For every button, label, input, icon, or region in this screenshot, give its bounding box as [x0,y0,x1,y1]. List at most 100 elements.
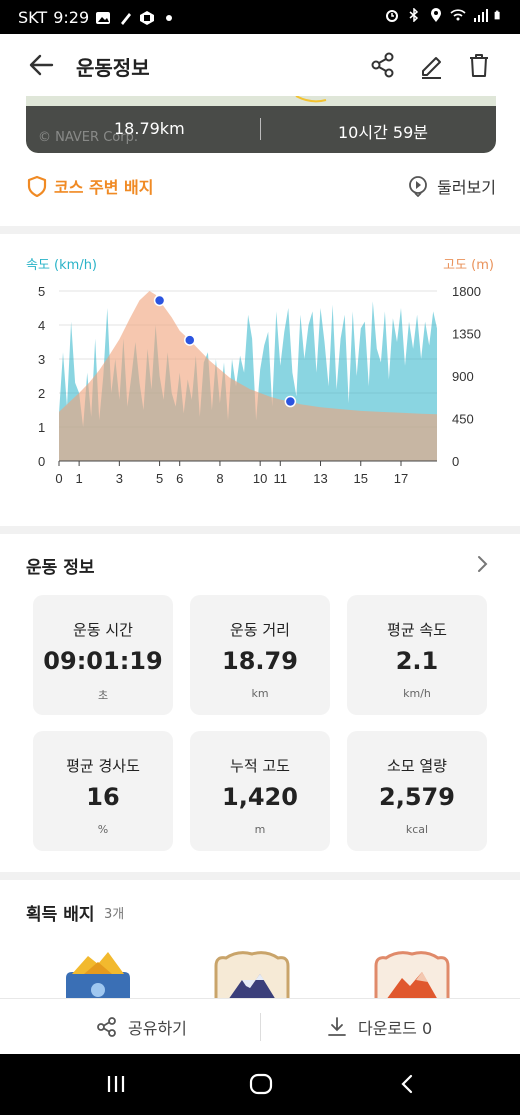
share-label: 공유하기 [128,1019,187,1038]
status-bar: SKT 9:29 [0,0,520,34]
stat-value: 16 [86,783,120,811]
altitude-tick-label: 900 [452,369,474,384]
tour-link[interactable]: 둘러보기 [407,174,496,198]
stat-unit: km [251,687,269,700]
map-credit: © NAVER Corp. [38,130,138,145]
section-separator [0,226,520,234]
stat-label: 누적 고도 [230,757,290,775]
stat-value: 1,420 [222,783,298,811]
edit-icon[interactable] [416,50,446,80]
badges-section-title: 획득 배지 [26,905,95,925]
bottom-action-bar: 공유하기 다운로드 0 [0,998,520,1054]
chevron-right-icon[interactable] [476,554,490,574]
route-summary-overlay: © NAVER Corp. 18.79km 10시간 59분 [26,106,496,153]
speed-altitude-chart: 속도 (km/h) 고도 (m) 5 4 3 2 1 0 1800 1350 900 450 0 0 1… [0,236,520,526]
download-label: 다운로드 0 [358,1019,433,1038]
x-tick-label: 5 [156,471,163,486]
download-icon [328,1017,346,1036]
stat-value: 2.1 [395,647,439,675]
battery-icon [494,10,500,20]
badge-item[interactable] [212,950,292,1000]
altitude-area [59,291,437,461]
stat-value: 09:01:19 [43,647,163,675]
bottom-divider [260,1013,261,1041]
location-icon [431,8,441,22]
altitude-tick-label: 0 [452,454,459,469]
app-bar: 운동정보 [0,34,520,96]
stat-label: 평균 경사도 [66,757,140,775]
speed-tick-label: 1 [38,420,45,435]
route-marker [284,395,297,408]
stat-label: 운동 시간 [73,621,133,639]
share-button[interactable]: 공유하기 [96,1015,187,1039]
badge-item[interactable] [372,950,452,1000]
clock-text: 9:29 [53,8,90,27]
x-tick-label: 15 [354,471,368,486]
workout-section-title: 운동 정보 [26,558,95,578]
share-icon[interactable] [368,50,398,80]
stat-card-avg-speed: 평균 속도 2.1 km/h [347,595,487,715]
stat-card-duration: 운동 시간 09:01:19 초 [33,595,173,715]
stat-unit: km/h [403,687,431,700]
back-arrow-icon[interactable] [26,52,56,78]
gallery-icon [96,11,111,24]
rocket-icon [121,12,132,25]
dot-icon [166,14,173,21]
x-tick-label: 13 [313,471,327,486]
stat-card-calories: 소모 열량 2,579 kcal [347,731,487,851]
stat-label: 평균 속도 [387,621,447,639]
speed-axis-label: 속도 (km/h) [26,258,98,273]
back-icon[interactable] [396,1072,420,1096]
stat-unit: m [254,823,266,836]
altitude-axis-label: 고도 (m) [443,258,494,273]
overlay-divider [260,118,261,140]
x-tick-label: 3 [116,471,123,486]
stat-unit: kcal [405,823,429,836]
course-badge-label: 코스 주변 배지 [54,178,154,197]
stat-label: 소모 열량 [387,757,447,775]
stat-value: 18.79 [222,647,298,675]
download-button[interactable]: 다운로드 0 [326,1015,432,1039]
speed-tick-label: 5 [38,284,45,299]
x-tick-label: 6 [176,471,183,486]
tour-label: 둘러보기 [437,178,496,197]
stat-card-distance: 운동 거리 18.79 km [190,595,330,715]
x-tick-label: 0 [55,471,62,486]
section-separator [0,872,520,880]
share-icon [97,1017,116,1037]
home-icon[interactable] [248,1072,274,1096]
speed-tick-label: 0 [38,454,45,469]
system-nav-bar [0,1054,520,1115]
badges-count: 3개 [104,907,125,922]
mountain-badge-icon [214,951,290,1000]
x-tick-label: 17 [394,471,408,486]
route-marker [184,334,196,346]
stat-unit: % [97,823,109,836]
mountain-badge-icon [374,951,450,1000]
stat-unit: 초 [97,689,109,702]
route-duration: 10시간 59분 [338,123,428,142]
badge-item[interactable] [58,950,138,1000]
trash-icon[interactable] [464,50,494,80]
page-title: 운동정보 [76,56,150,80]
map-pin-play-icon [409,176,428,197]
wifi-icon [450,9,466,21]
mountain-badge-icon [66,952,130,1000]
bluetooth-icon [409,8,419,22]
altitude-tick-label: 450 [452,412,474,427]
course-badge-link[interactable]: 코스 주변 배지 [26,174,153,198]
shield-icon [27,175,47,197]
speed-tick-label: 3 [38,352,45,367]
recent-apps-icon[interactable] [104,1072,128,1096]
section-separator [0,526,520,534]
x-tick-label: 11 [274,471,288,486]
x-tick-label: 8 [216,471,223,486]
map-preview[interactable]: © NAVER Corp. 18.79km 10시간 59분 [26,96,496,153]
stat-card-elevation-gain: 누적 고도 1,420 m [190,731,330,851]
route-marker [153,294,166,307]
signal-icon [474,9,488,22]
app-icon [140,10,155,25]
speed-tick-label: 2 [38,386,45,401]
stat-value: 2,579 [379,783,455,811]
